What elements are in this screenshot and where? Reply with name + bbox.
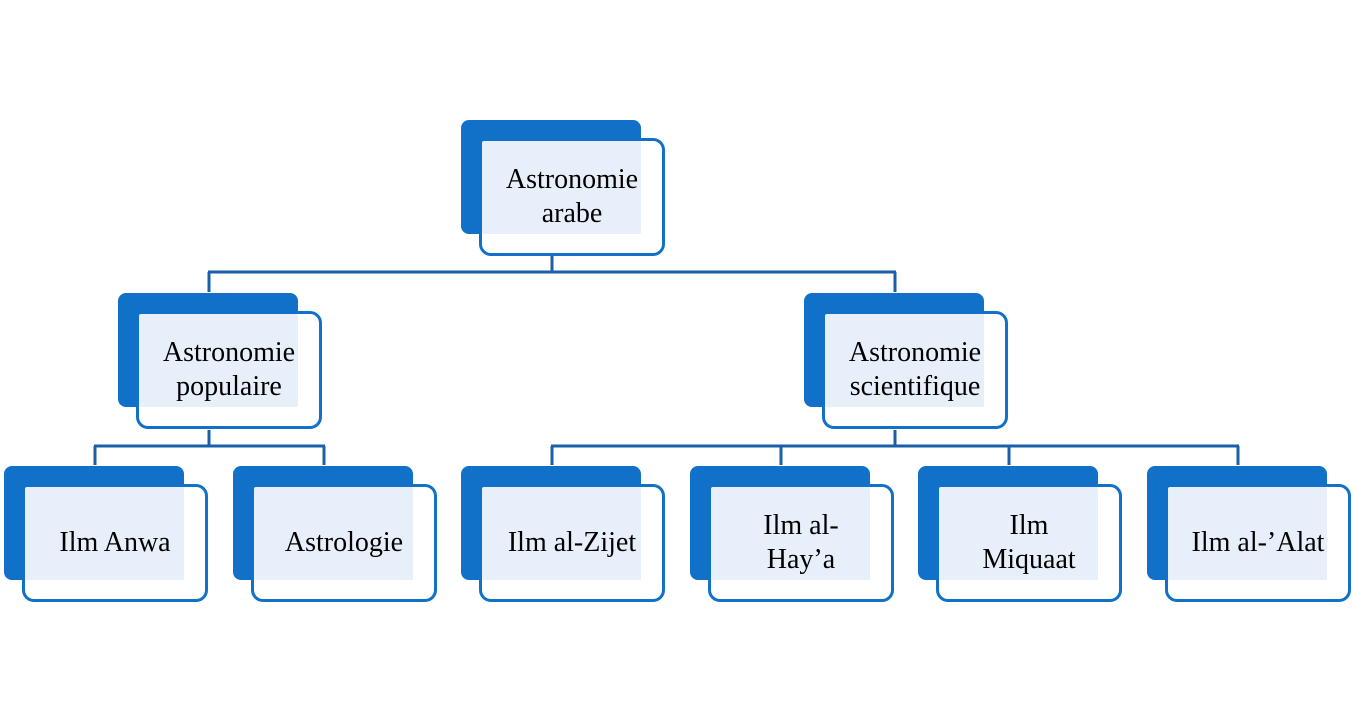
- node-label: Astronomie arabe: [505, 164, 639, 229]
- node-fill: [482, 141, 641, 234]
- node-fill: [482, 487, 641, 580]
- node-label: Astrologie: [284, 527, 404, 558]
- node-fill: [939, 487, 1098, 580]
- node-fill: [139, 314, 298, 407]
- node-label: Ilm al-’Alat: [1191, 527, 1325, 558]
- node-fill: [1168, 487, 1327, 580]
- node-label: Astronomie scientifique: [848, 337, 982, 402]
- node-label: Ilm al- Hay’a: [763, 510, 839, 575]
- node-label: Ilm al-Zijet: [507, 527, 637, 558]
- node-fill: [825, 314, 984, 407]
- node-fill: [254, 487, 413, 580]
- node-label: Ilm Anwa: [59, 527, 171, 558]
- node-label: Astronomie populaire: [162, 337, 296, 402]
- node-label: Ilm Miquaat: [982, 510, 1076, 575]
- node-fill: [711, 487, 870, 580]
- node-fill: [25, 487, 184, 580]
